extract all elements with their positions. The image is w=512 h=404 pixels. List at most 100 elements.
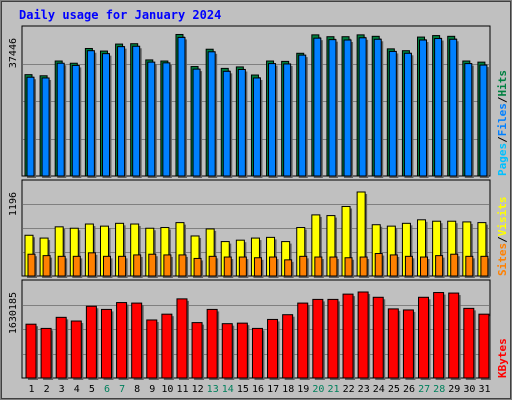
x-tick-label-day-16: 16 xyxy=(252,384,264,395)
bar-kbytes-day-5 xyxy=(85,305,99,380)
bar-sites-day-8 xyxy=(133,254,143,278)
x-tick-label-day-26: 26 xyxy=(403,384,415,395)
x-tick-label-day-12: 12 xyxy=(192,384,204,395)
bar-files-day-7 xyxy=(117,46,127,179)
bar-kbytes-day-16 xyxy=(251,327,265,380)
bar-kbytes-day-7 xyxy=(116,302,129,380)
bar-files-day-10 xyxy=(162,62,172,178)
y-axis-label-top: Pages/Files/Hits xyxy=(496,70,509,176)
bar-kbytes-day-21 xyxy=(327,298,340,380)
y-tick-label-bottom: 1630185 xyxy=(8,292,19,334)
bar-kbytes-day-9 xyxy=(146,319,159,380)
y-axis-label-part-pages: Pages xyxy=(496,143,509,176)
x-tick-label-day-28: 28 xyxy=(433,384,445,395)
bar-files-day-20 xyxy=(313,37,323,178)
bar-files-day-18 xyxy=(283,63,293,178)
bar-kbytes-day-31 xyxy=(478,313,491,380)
x-tick-label-day-4: 4 xyxy=(74,384,80,395)
bar-kbytes-day-10 xyxy=(161,313,174,380)
x-tick-label-day-7: 7 xyxy=(119,384,125,395)
x-tick-label-day-13: 13 xyxy=(207,384,219,395)
bar-kbytes-day-6 xyxy=(100,308,114,380)
y-tick-label-top: 37446 xyxy=(8,38,19,68)
bar-sites-day-18 xyxy=(284,259,294,278)
bar-files-day-24 xyxy=(373,38,384,178)
x-tick-label-day-14: 14 xyxy=(222,384,234,395)
bar-kbytes-day-17 xyxy=(267,318,280,380)
bar-kbytes-day-22 xyxy=(342,293,356,380)
bar-files-day-15 xyxy=(237,68,248,178)
y-axis-label-part-visits: Visits xyxy=(496,197,509,237)
bar-files-day-23 xyxy=(358,37,369,178)
x-tick-label-day-9: 9 xyxy=(149,384,155,395)
bar-files-day-1 xyxy=(26,76,36,178)
bar-sites-day-29 xyxy=(450,253,460,278)
x-tick-label-day-29: 29 xyxy=(448,384,460,395)
bar-files-day-30 xyxy=(464,63,474,178)
bar-files-day-13 xyxy=(207,51,218,178)
bar-files-day-5 xyxy=(86,50,97,178)
x-tick-label-day-2: 2 xyxy=(44,384,50,395)
bar-sites-day-21 xyxy=(329,256,339,278)
bar-sites-day-26 xyxy=(404,255,415,278)
bar-sites-day-27 xyxy=(420,256,430,278)
bar-sites-day-4 xyxy=(72,255,83,278)
bar-kbytes-day-30 xyxy=(463,307,476,380)
x-tick-label-day-17: 17 xyxy=(267,384,279,395)
bars xyxy=(24,33,491,380)
bar-sites-day-24 xyxy=(374,253,385,278)
bar-kbytes-day-29 xyxy=(448,292,461,380)
x-tick-label-day-15: 15 xyxy=(237,384,249,395)
bar-files-day-31 xyxy=(479,64,489,178)
bar-kbytes-day-28 xyxy=(433,292,446,380)
bar-files-day-27 xyxy=(419,39,429,178)
bar-kbytes-day-18 xyxy=(282,314,295,380)
chart-title: Daily usage for January 2024 xyxy=(19,8,221,22)
bar-kbytes-day-25 xyxy=(387,308,401,380)
bar-files-day-21 xyxy=(328,39,338,178)
bar-sites-day-16 xyxy=(253,257,264,278)
x-tick-label-day-23: 23 xyxy=(358,384,370,395)
y-axis-label-part-hits: Hits xyxy=(496,70,509,97)
x-tick-label-day-25: 25 xyxy=(388,384,400,395)
bar-kbytes-day-11 xyxy=(176,298,189,380)
bar-files-day-29 xyxy=(449,38,459,178)
bar-sites-day-7 xyxy=(118,255,128,278)
bar-kbytes-day-13 xyxy=(206,308,220,380)
bar-kbytes-day-8 xyxy=(131,302,144,380)
bar-sites-day-28 xyxy=(435,255,445,278)
y-tick-label-middle: 1196 xyxy=(8,192,19,216)
bar-files-day-4 xyxy=(71,64,82,178)
x-tick-label-day-18: 18 xyxy=(282,384,294,395)
x-tick-labels: 1 2 3 4 5 6 7 8 9 10 11 12 13 14 15 16 17 18 19 20 21 22 23 24 2… xyxy=(28,384,490,395)
x-tick-label-day-5: 5 xyxy=(89,384,95,395)
bar-kbytes-day-24 xyxy=(372,296,386,380)
bar-files-day-28 xyxy=(434,38,444,178)
y-axis-label-part-kbytes: KBytes xyxy=(496,338,509,378)
bar-sites-day-15 xyxy=(238,256,249,278)
bar-kbytes-day-27 xyxy=(418,296,431,380)
bar-files-day-26 xyxy=(403,52,414,178)
bar-sites-day-1 xyxy=(27,253,37,278)
bar-files-day-9 xyxy=(147,61,157,178)
bar-kbytes-day-1 xyxy=(25,323,38,380)
bar-files-day-6 xyxy=(101,53,112,178)
x-tick-label-day-8: 8 xyxy=(134,384,140,395)
x-tick-label-day-22: 22 xyxy=(343,384,355,395)
bar-sites-day-6 xyxy=(102,255,113,278)
bar-files-day-12 xyxy=(192,68,203,178)
bar-files-day-3 xyxy=(56,62,67,178)
y-axis-label-middle: Sites/Visits xyxy=(496,197,509,277)
bar-kbytes-day-14 xyxy=(221,323,235,380)
bar-sites-day-3 xyxy=(57,255,68,278)
bar-sites-day-11 xyxy=(178,254,188,278)
bar-kbytes-day-23 xyxy=(357,291,371,380)
bar-files-day-17 xyxy=(268,63,278,178)
bar-kbytes-day-20 xyxy=(312,298,325,380)
x-tick-label-day-1: 1 xyxy=(28,384,34,395)
y-axis-labels: Pages/Files/Hits Sites/Visits KBytes xyxy=(496,70,509,378)
bar-kbytes-day-15 xyxy=(236,322,250,380)
y-axis-label-part-slash: / xyxy=(496,236,509,243)
